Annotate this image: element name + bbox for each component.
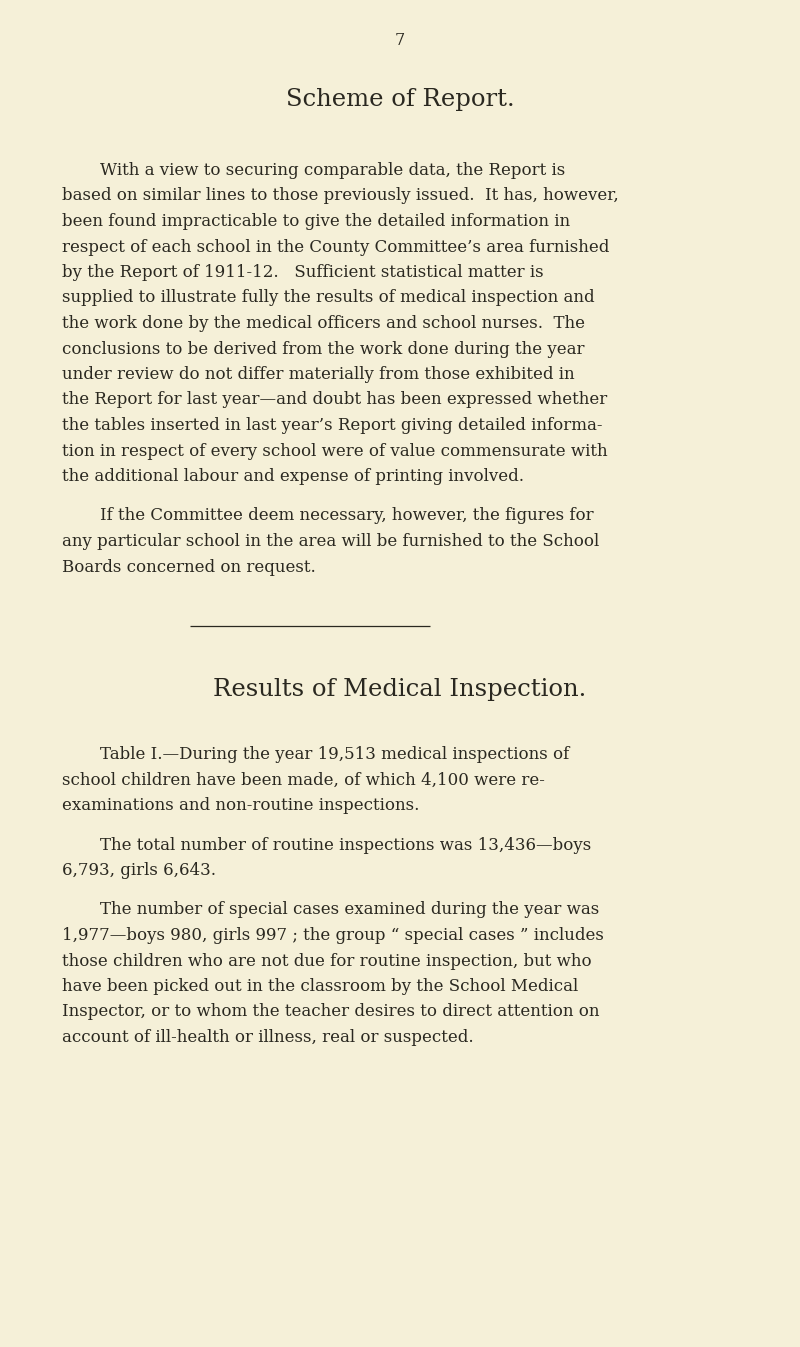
Text: the additional labour and expense of printing involved.: the additional labour and expense of pri…: [62, 467, 524, 485]
Text: supplied to illustrate fully the results of medical inspection and: supplied to illustrate fully the results…: [62, 290, 594, 307]
Text: The total number of routine inspections was 13,436—boys: The total number of routine inspections …: [100, 836, 591, 854]
Text: by the Report of 1911-12.   Sufficient statistical matter is: by the Report of 1911-12. Sufficient sta…: [62, 264, 544, 282]
Text: under review do not differ materially from those exhibited in: under review do not differ materially fr…: [62, 366, 574, 383]
Text: those children who are not due for routine inspection, but who: those children who are not due for routi…: [62, 952, 592, 970]
Text: school children have been made, of which 4,100 were re-: school children have been made, of which…: [62, 772, 545, 788]
Text: Boards concerned on request.: Boards concerned on request.: [62, 559, 316, 575]
Text: Table I.—During the year 19,513 medical inspections of: Table I.—During the year 19,513 medical …: [100, 746, 570, 762]
Text: Inspector, or to whom the teacher desires to direct attention on: Inspector, or to whom the teacher desire…: [62, 1004, 599, 1021]
Text: any particular school in the area will be furnished to the School: any particular school in the area will b…: [62, 533, 599, 550]
Text: 7: 7: [395, 32, 405, 48]
Text: been found impracticable to give the detailed information in: been found impracticable to give the det…: [62, 213, 570, 230]
Text: based on similar lines to those previously issued.  It has, however,: based on similar lines to those previous…: [62, 187, 618, 205]
Text: the tables inserted in last year’s Report giving detailed informa-: the tables inserted in last year’s Repor…: [62, 418, 602, 434]
Text: With a view to securing comparable data, the Report is: With a view to securing comparable data,…: [100, 162, 566, 179]
Text: If the Committee deem necessary, however, the figures for: If the Committee deem necessary, however…: [100, 508, 594, 524]
Text: tion in respect of every school were of value commensurate with: tion in respect of every school were of …: [62, 443, 608, 459]
Text: the work done by the medical officers and school nurses.  The: the work done by the medical officers an…: [62, 315, 585, 331]
Text: have been picked out in the classroom by the School Medical: have been picked out in the classroom by…: [62, 978, 578, 995]
Text: respect of each school in the County Committee’s area furnished: respect of each school in the County Com…: [62, 238, 610, 256]
Text: 6,793, girls 6,643.: 6,793, girls 6,643.: [62, 862, 216, 880]
Text: Scheme of Report.: Scheme of Report.: [286, 88, 514, 110]
Text: Results of Medical Inspection.: Results of Medical Inspection.: [214, 678, 586, 700]
Text: The number of special cases examined during the year was: The number of special cases examined dur…: [100, 901, 599, 919]
Text: account of ill-health or illness, real or suspected.: account of ill-health or illness, real o…: [62, 1029, 474, 1047]
Text: 1,977—boys 980, girls 997 ; the group “ special cases ” includes: 1,977—boys 980, girls 997 ; the group “ …: [62, 927, 604, 944]
Text: the Report for last year—and doubt has been expressed whether: the Report for last year—and doubt has b…: [62, 392, 607, 408]
Text: examinations and non-routine inspections.: examinations and non-routine inspections…: [62, 797, 419, 814]
Text: conclusions to be derived from the work done during the year: conclusions to be derived from the work …: [62, 341, 585, 357]
